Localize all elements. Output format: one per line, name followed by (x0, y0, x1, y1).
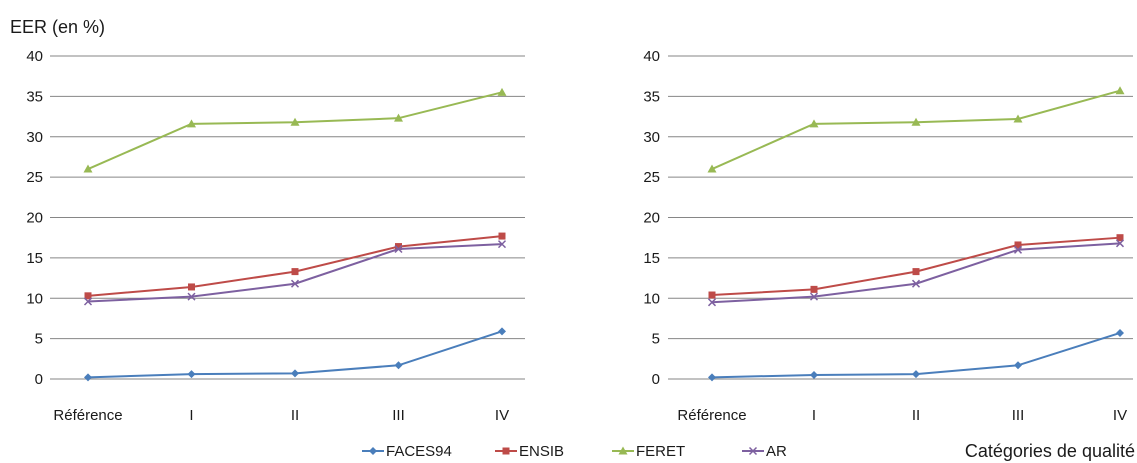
data-point (291, 268, 299, 276)
legend-label: AR (766, 443, 787, 460)
series-faces94 (84, 327, 506, 382)
data-point (187, 119, 196, 128)
data-point (395, 243, 402, 251)
x-tick-label: Référence (53, 407, 122, 424)
y-tick-label: 40 (26, 48, 43, 65)
x-tick-label: III (1012, 407, 1025, 424)
data-point (84, 292, 92, 300)
data-point (84, 373, 92, 382)
y-tick-label: 10 (26, 290, 43, 307)
data-point (707, 298, 717, 307)
legend-marker (502, 447, 510, 455)
legend-marker (748, 446, 758, 456)
data-point (394, 113, 403, 122)
series-line (87, 91, 503, 170)
y-tick-label: 35 (26, 88, 43, 105)
data-point (497, 240, 507, 249)
x-axis-title: Catégories de qualité (965, 441, 1135, 461)
data-point (1115, 239, 1125, 248)
series-feret (707, 86, 1125, 173)
legend-item-feret: FERET (612, 443, 685, 460)
series-ar (707, 239, 1125, 307)
y-tick-label: 25 (26, 169, 43, 186)
data-point (1014, 361, 1022, 370)
legend-item-ar: AR (742, 443, 787, 460)
series-faces94 (708, 328, 1124, 382)
data-point (708, 291, 716, 299)
y-tick-label: 5 (652, 331, 660, 348)
series-line (711, 89, 1121, 170)
legend-marker (618, 446, 628, 455)
x-tick-label: II (291, 407, 299, 424)
data-point (290, 117, 300, 126)
series-line (87, 235, 503, 297)
data-point (1013, 114, 1023, 123)
legend-label: FERET (636, 443, 685, 460)
data-point (498, 327, 506, 336)
y-tick-label: 10 (643, 290, 660, 307)
x-tick-label: II (912, 407, 920, 424)
data-point (707, 164, 717, 173)
data-point (394, 361, 403, 370)
y-tick-label: 30 (26, 129, 43, 146)
data-point (809, 292, 819, 301)
y-tick-label: 5 (35, 331, 43, 348)
data-point (291, 369, 299, 378)
x-tick-label: Référence (677, 407, 746, 424)
data-point (187, 292, 196, 301)
data-point (809, 119, 819, 128)
y-tick-label: 0 (35, 371, 43, 388)
x-tick-label: IV (1113, 407, 1127, 424)
x-tick-label: III (392, 407, 405, 424)
y-tick-label: 35 (643, 88, 660, 105)
data-point (1014, 241, 1022, 249)
data-point (912, 268, 920, 276)
series-ensib (708, 234, 1124, 299)
series-ar (83, 240, 507, 306)
y-axis-label: EER (en %) (10, 17, 105, 37)
y-tick-label: 15 (26, 250, 43, 267)
legend-item-faces94: FACES94 (362, 443, 452, 460)
x-tick-label: IV (495, 407, 509, 424)
x-tick-label: I (189, 407, 193, 424)
data-point (1013, 245, 1023, 254)
data-point (810, 370, 818, 379)
series-feret (83, 87, 507, 173)
data-point (497, 87, 507, 96)
data-point (188, 283, 195, 291)
legend-item-ensib: ENSIB (495, 443, 564, 460)
data-point (911, 279, 921, 288)
y-tick-label: 0 (652, 371, 660, 388)
data-point (187, 370, 196, 379)
data-point (83, 297, 93, 306)
legend-marker (369, 447, 377, 455)
y-tick-label: 30 (643, 129, 660, 146)
data-point (1116, 234, 1124, 242)
y-tick-label: 25 (643, 169, 660, 186)
data-point (810, 285, 818, 293)
y-tick-label: 15 (643, 250, 660, 267)
data-point (1116, 328, 1124, 337)
legend: FACES94 ENSIB FERET AR (362, 443, 787, 460)
data-point (912, 370, 920, 379)
y-tick-label: 20 (643, 210, 660, 227)
data-point (394, 244, 403, 254)
y-tick-label: 40 (643, 48, 660, 65)
legend-label: FACES94 (386, 443, 452, 460)
y-tick-label: 20 (26, 210, 43, 227)
data-point (83, 164, 93, 173)
legend-label: ENSIB (519, 443, 564, 460)
data-point (1115, 86, 1125, 95)
data-point (290, 279, 300, 288)
data-point (911, 117, 921, 126)
series-ensib (84, 232, 506, 300)
data-point (498, 232, 506, 240)
x-tick-label: I (812, 407, 816, 424)
data-point (708, 373, 716, 382)
